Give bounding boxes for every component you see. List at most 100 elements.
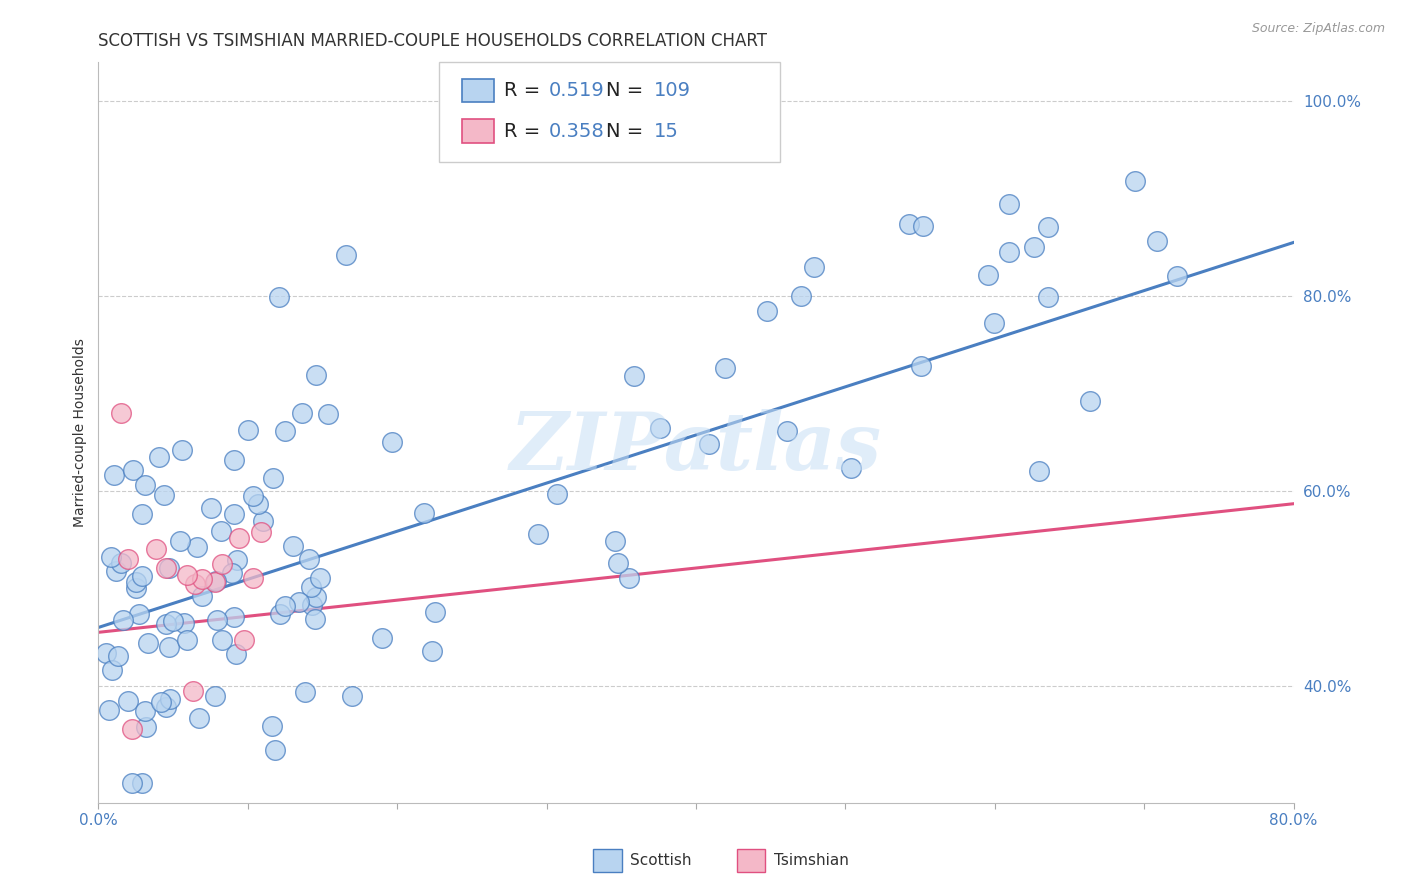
Point xyxy=(134,704,156,718)
Point xyxy=(1036,220,1059,235)
Point xyxy=(232,632,254,647)
Text: SCOTTISH VS TSIMSHIAN MARRIED-COUPLE HOUSEHOLDS CORRELATION CHART: SCOTTISH VS TSIMSHIAN MARRIED-COUPLE HOU… xyxy=(98,32,768,50)
Point xyxy=(304,612,326,626)
Point xyxy=(308,571,330,585)
Point xyxy=(157,640,180,655)
Point xyxy=(291,406,314,420)
Text: Source: ZipAtlas.com: Source: ZipAtlas.com xyxy=(1251,22,1385,36)
Point xyxy=(162,614,184,628)
Point xyxy=(269,607,291,621)
Point xyxy=(131,569,153,583)
FancyBboxPatch shape xyxy=(461,78,494,103)
FancyBboxPatch shape xyxy=(461,120,494,143)
FancyBboxPatch shape xyxy=(737,848,765,872)
Text: 0.519: 0.519 xyxy=(548,81,605,100)
Point xyxy=(262,719,284,733)
Point xyxy=(246,497,269,511)
Point xyxy=(281,539,304,553)
Point xyxy=(1038,290,1060,304)
Point xyxy=(301,598,323,612)
Point xyxy=(1078,394,1101,409)
Point xyxy=(135,720,157,734)
Point xyxy=(155,616,177,631)
Text: Tsimshian: Tsimshian xyxy=(773,853,849,868)
Point xyxy=(420,643,443,657)
Point xyxy=(527,527,550,541)
Point xyxy=(155,561,177,575)
Point xyxy=(273,599,295,613)
Point xyxy=(173,615,195,630)
Point xyxy=(617,571,640,585)
Point xyxy=(250,524,273,539)
Point xyxy=(211,633,233,648)
Point xyxy=(205,574,228,589)
Point xyxy=(209,524,232,539)
Point xyxy=(413,506,436,520)
Point xyxy=(288,595,311,609)
Point xyxy=(1166,268,1188,283)
Point xyxy=(131,776,153,790)
Text: 0.358: 0.358 xyxy=(548,122,605,141)
FancyBboxPatch shape xyxy=(439,62,780,162)
Point xyxy=(381,435,404,450)
Point xyxy=(224,610,246,624)
Point xyxy=(211,557,233,571)
Point xyxy=(998,244,1021,259)
Point xyxy=(423,605,446,619)
Point xyxy=(228,531,250,545)
Point xyxy=(697,437,720,451)
Point xyxy=(755,304,778,318)
Point xyxy=(305,368,328,382)
Point xyxy=(607,556,630,570)
Point xyxy=(121,776,143,790)
Point xyxy=(104,564,127,578)
Point xyxy=(340,690,363,704)
Point xyxy=(316,408,339,422)
Point xyxy=(335,247,357,261)
Text: R =: R = xyxy=(503,81,546,100)
Point xyxy=(125,581,148,595)
Point xyxy=(100,549,122,564)
Point xyxy=(103,468,125,483)
Point xyxy=(252,514,274,528)
Point xyxy=(134,477,156,491)
Text: R =: R = xyxy=(503,122,546,141)
Point xyxy=(100,663,122,677)
Point xyxy=(107,648,129,663)
Point xyxy=(125,574,148,589)
Point xyxy=(605,534,627,549)
Point xyxy=(264,743,287,757)
Point xyxy=(911,219,934,233)
Point xyxy=(184,577,207,591)
Point xyxy=(111,613,134,627)
Point xyxy=(155,699,177,714)
Point xyxy=(997,197,1019,211)
Point xyxy=(176,633,198,648)
Point xyxy=(204,575,226,590)
Point xyxy=(94,646,117,660)
Point xyxy=(221,566,243,581)
Point xyxy=(138,635,160,649)
Point xyxy=(225,647,247,661)
Point xyxy=(983,317,1005,331)
Point xyxy=(121,723,143,737)
Point xyxy=(898,217,921,231)
Point xyxy=(191,573,214,587)
Point xyxy=(117,552,139,566)
Point xyxy=(222,452,245,467)
Point xyxy=(176,568,198,582)
Point xyxy=(839,460,862,475)
Point xyxy=(186,540,208,554)
Point xyxy=(274,424,297,438)
Point xyxy=(222,508,245,522)
Point xyxy=(803,260,825,275)
Text: N =: N = xyxy=(606,122,650,141)
Point xyxy=(1022,240,1045,254)
Point xyxy=(169,534,191,549)
Point xyxy=(187,711,209,725)
Point xyxy=(242,489,264,503)
Point xyxy=(207,613,229,627)
Point xyxy=(172,442,194,457)
Point xyxy=(298,551,321,566)
Text: Scottish: Scottish xyxy=(630,853,692,868)
